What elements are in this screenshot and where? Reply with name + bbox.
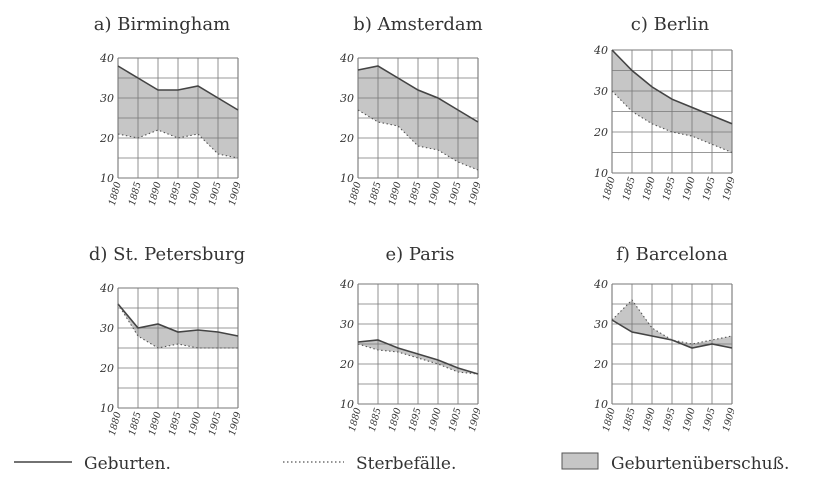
births-line [117, 303, 239, 337]
y-tick-label: 40 [593, 44, 608, 57]
deaths-line [117, 303, 238, 349]
y-tick-label: 40 [99, 282, 114, 295]
y-tick-label: 20 [99, 132, 114, 145]
x-tick-label: 1895 [167, 411, 184, 437]
deaths-line [611, 299, 733, 345]
x-tick-label: 1895 [407, 407, 424, 433]
x-tick-label: 1909 [227, 181, 244, 207]
legend-surplus-label: Geburtenüberschuß. [611, 454, 789, 474]
chart-title: b) Amsterdam [353, 14, 482, 35]
x-tick-label: 1895 [661, 407, 678, 433]
legend-surplus-swatch [561, 452, 599, 470]
births-line [611, 49, 733, 125]
x-tick-label: 1895 [167, 181, 184, 207]
x-tick-label: 1885 [621, 176, 638, 202]
x-tick-label: 1900 [187, 181, 204, 207]
x-tick-label: 1909 [467, 407, 484, 433]
chart-title: a) Birmingham [94, 14, 230, 35]
y-tick-label: 20 [339, 132, 354, 145]
x-tick-label: 1900 [427, 181, 444, 207]
y-tick-label: 40 [339, 278, 354, 291]
chart-title: f) Barcelona [616, 244, 728, 265]
legend: Geburten. Sterbefälle. Geburtenüberschuß… [14, 452, 789, 474]
x-tick-label: 1885 [127, 181, 144, 207]
y-tick-label: 10 [594, 398, 608, 411]
births-line [117, 65, 239, 111]
deaths-line [357, 109, 479, 171]
x-tick-label: 1890 [387, 407, 404, 433]
deaths-line [357, 343, 479, 375]
x-tick-label: 1890 [387, 181, 404, 207]
surplus-area [118, 304, 238, 348]
x-tick-label: 1885 [367, 407, 384, 433]
births-line [611, 319, 733, 349]
x-tick-label: 1885 [621, 407, 638, 433]
x-tick-label: 1909 [467, 181, 484, 207]
y-tick-label: 30 [100, 322, 114, 335]
deaths-line [117, 129, 239, 159]
x-tick-label: 1905 [207, 411, 224, 437]
x-tick-label: 1890 [641, 407, 658, 433]
births-line [357, 339, 479, 375]
chart-title: c) Berlin [631, 14, 710, 35]
y-tick-label: 20 [99, 362, 114, 375]
deaths-line [611, 90, 733, 154]
x-tick-label: 1909 [721, 176, 738, 202]
y-tick-label: 30 [340, 318, 354, 331]
x-tick-label: 1905 [207, 181, 224, 207]
x-tick-label: 1900 [187, 411, 204, 437]
x-tick-label: 1900 [681, 176, 698, 202]
y-tick-label: 10 [340, 398, 354, 411]
y-tick-label: 10 [340, 172, 354, 185]
x-tick-label: 1895 [661, 176, 678, 202]
y-tick-label: 20 [593, 358, 608, 371]
x-tick-label: 1905 [447, 181, 464, 207]
y-tick-label: 40 [99, 52, 114, 65]
x-tick-label: 1885 [127, 411, 144, 437]
y-tick-label: 20 [339, 358, 354, 371]
y-tick-label: 10 [594, 167, 608, 180]
x-tick-label: 1890 [641, 176, 658, 202]
births-line [357, 65, 479, 123]
chart-title: e) Paris [385, 244, 454, 265]
x-tick-label: 1905 [447, 407, 464, 433]
x-tick-label: 1900 [427, 407, 444, 433]
y-tick-label: 30 [594, 318, 608, 331]
x-tick-label: 1909 [227, 411, 244, 437]
y-tick-label: 30 [594, 85, 608, 98]
x-tick-label: 1909 [721, 407, 738, 433]
x-tick-label: 1895 [407, 181, 424, 207]
x-tick-label: 1885 [367, 181, 384, 207]
chart-title: d) St. Petersburg [89, 244, 245, 265]
y-tick-label: 30 [100, 92, 114, 105]
x-tick-label: 1890 [147, 411, 164, 437]
x-tick-label: 1905 [701, 407, 718, 433]
legend-deaths-label: Sterbefälle. [356, 454, 456, 474]
legend-births-label: Geburten. [84, 454, 171, 474]
y-tick-label: 10 [100, 402, 114, 415]
y-tick-label: 40 [339, 52, 354, 65]
y-tick-label: 40 [593, 278, 608, 291]
x-tick-label: 1890 [147, 181, 164, 207]
y-tick-label: 10 [100, 172, 114, 185]
x-tick-label: 1900 [681, 407, 698, 433]
y-tick-label: 20 [593, 126, 608, 139]
y-tick-label: 30 [340, 92, 354, 105]
x-tick-label: 1905 [701, 176, 718, 202]
